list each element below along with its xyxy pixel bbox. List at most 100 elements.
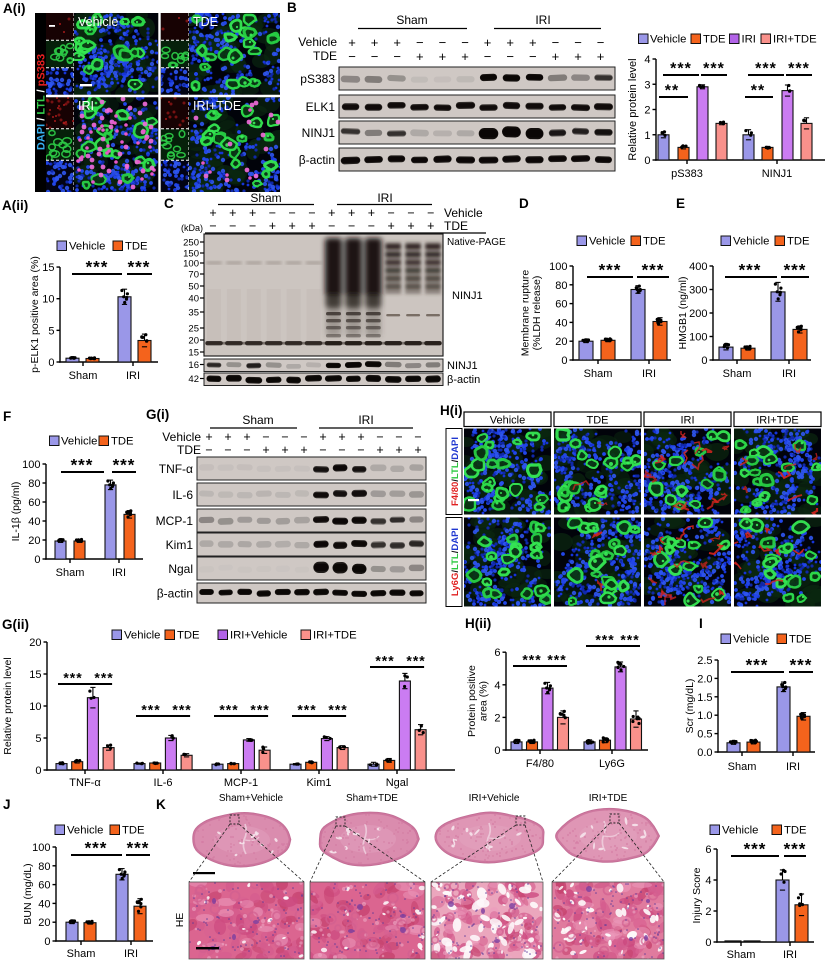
svg-text:−: − [281, 430, 288, 444]
svg-text:***: *** [547, 652, 566, 668]
svg-text:TDE: TDE [789, 634, 812, 646]
svg-text:IRI: IRI [126, 370, 140, 382]
svg-text:Vehicle: Vehicle [69, 241, 105, 253]
svg-text:TDE: TDE [122, 825, 145, 837]
svg-text:TDE: TDE [313, 49, 337, 63]
svg-text:β-actin: β-actin [157, 587, 193, 601]
svg-text:***: *** [790, 656, 813, 675]
svg-text:+: + [393, 35, 401, 50]
svg-text:−: − [529, 49, 537, 64]
svg-text:IRI: IRI [377, 191, 392, 205]
svg-text:TNF-α: TNF-α [159, 462, 193, 476]
svg-text:100: 100 [549, 261, 567, 273]
svg-text:IRI+TDE: IRI+TDE [756, 415, 798, 427]
svg-text:4: 4 [705, 875, 711, 887]
svg-text:***: *** [755, 61, 777, 78]
svg-text:IRI+TDE: IRI+TDE [313, 630, 357, 642]
svg-text:2.0: 2.0 [697, 673, 712, 685]
svg-text:F4/80: F4/80 [526, 758, 554, 770]
svg-text:25: 25 [188, 324, 199, 335]
svg-text:***: *** [744, 840, 767, 859]
svg-text:70: 70 [188, 270, 199, 281]
svg-text:+: + [281, 443, 288, 457]
svg-text:−: − [427, 206, 434, 220]
svg-text:TDE: TDE [177, 630, 200, 642]
svg-text:Membrane rupture: Membrane rupture [519, 270, 531, 357]
svg-text:IRI: IRI [642, 368, 656, 380]
svg-text:100: 100 [22, 459, 40, 471]
svg-text:IRI+TDE: IRI+TDE [773, 34, 817, 46]
svg-text:***: *** [63, 670, 82, 686]
svg-text:***: *** [94, 670, 113, 686]
svg-text:−: − [209, 219, 216, 233]
svg-text:−: − [484, 49, 492, 64]
svg-text:Ly6G/LTL/DAPI: Ly6G/LTL/DAPI [450, 528, 461, 596]
svg-text:+: + [376, 443, 383, 457]
svg-text:+: + [395, 443, 402, 457]
svg-text:15: 15 [29, 669, 41, 681]
svg-text:5: 5 [48, 325, 54, 337]
svg-text:IRI: IRI [783, 949, 797, 961]
svg-text:+: + [357, 430, 364, 444]
svg-text:+: + [209, 206, 216, 220]
svg-text:MCP-1: MCP-1 [156, 514, 194, 528]
svg-text:Vehicle: Vehicle [61, 436, 97, 448]
svg-text:42: 42 [188, 374, 199, 385]
svg-text:Vehicle: Vehicle [298, 35, 337, 49]
svg-text:TDE: TDE [587, 415, 609, 427]
svg-text:***: *** [250, 702, 269, 718]
svg-text:IL-6: IL-6 [154, 777, 173, 789]
svg-text:6: 6 [494, 647, 500, 659]
svg-text:100: 100 [32, 842, 50, 854]
svg-text:BUN (mg/dL): BUN (mg/dL) [22, 863, 34, 924]
svg-text:***: *** [595, 632, 614, 648]
svg-text:+: + [229, 206, 236, 220]
svg-text:ELK1: ELK1 [306, 100, 336, 114]
svg-text:−: − [388, 206, 395, 220]
svg-text:−: − [205, 443, 212, 457]
svg-text:IRI: IRI [78, 99, 94, 113]
svg-text:−: − [393, 49, 401, 64]
svg-text:IRI: IRI [680, 415, 694, 427]
svg-text:+: + [348, 35, 356, 50]
svg-text:10: 10 [29, 701, 41, 713]
svg-text:300: 300 [689, 285, 707, 297]
svg-text:***: *** [620, 632, 639, 648]
svg-text:16: 16 [188, 360, 199, 371]
svg-text:TDE: TDE [111, 436, 134, 448]
svg-text:−: − [395, 430, 402, 444]
svg-text:***: *** [642, 261, 665, 280]
svg-text:−: − [371, 49, 379, 64]
svg-text:+: + [319, 430, 326, 444]
svg-text:100: 100 [183, 259, 199, 270]
svg-text:**: ** [751, 83, 765, 100]
svg-text:6: 6 [705, 844, 711, 856]
svg-text:+: + [308, 219, 315, 233]
svg-text:Vehicle: Vehicle [722, 825, 758, 837]
svg-text:20: 20 [188, 336, 199, 347]
svg-text:(kDa): (kDa) [181, 223, 203, 233]
svg-text:IRI: IRI [535, 13, 550, 27]
svg-text:80: 80 [555, 280, 567, 292]
svg-text:0: 0 [44, 936, 50, 948]
svg-text:Relative protein level: Relative protein level [2, 657, 14, 754]
svg-text:***: *** [328, 702, 347, 718]
svg-text:5: 5 [35, 733, 41, 745]
svg-text:+: + [552, 49, 560, 64]
svg-text:TDE: TDE [177, 443, 201, 457]
svg-text:+: + [205, 430, 212, 444]
svg-text:***: *** [599, 261, 622, 280]
svg-text:−: − [414, 430, 421, 444]
svg-text:+: + [461, 49, 469, 64]
svg-text:−: − [368, 219, 375, 233]
svg-text:NINJ1: NINJ1 [452, 290, 483, 302]
svg-text:200: 200 [689, 308, 707, 320]
svg-text:1: 1 [644, 130, 650, 142]
svg-text:Sham: Sham [727, 949, 756, 961]
svg-text:0.0: 0.0 [697, 747, 712, 759]
svg-text:−: − [229, 219, 236, 233]
svg-text:***: *** [670, 61, 692, 78]
svg-text:pS383: pS383 [300, 72, 335, 86]
svg-text:40: 40 [555, 317, 567, 329]
svg-text:Vehicle: Vehicle [490, 415, 525, 427]
